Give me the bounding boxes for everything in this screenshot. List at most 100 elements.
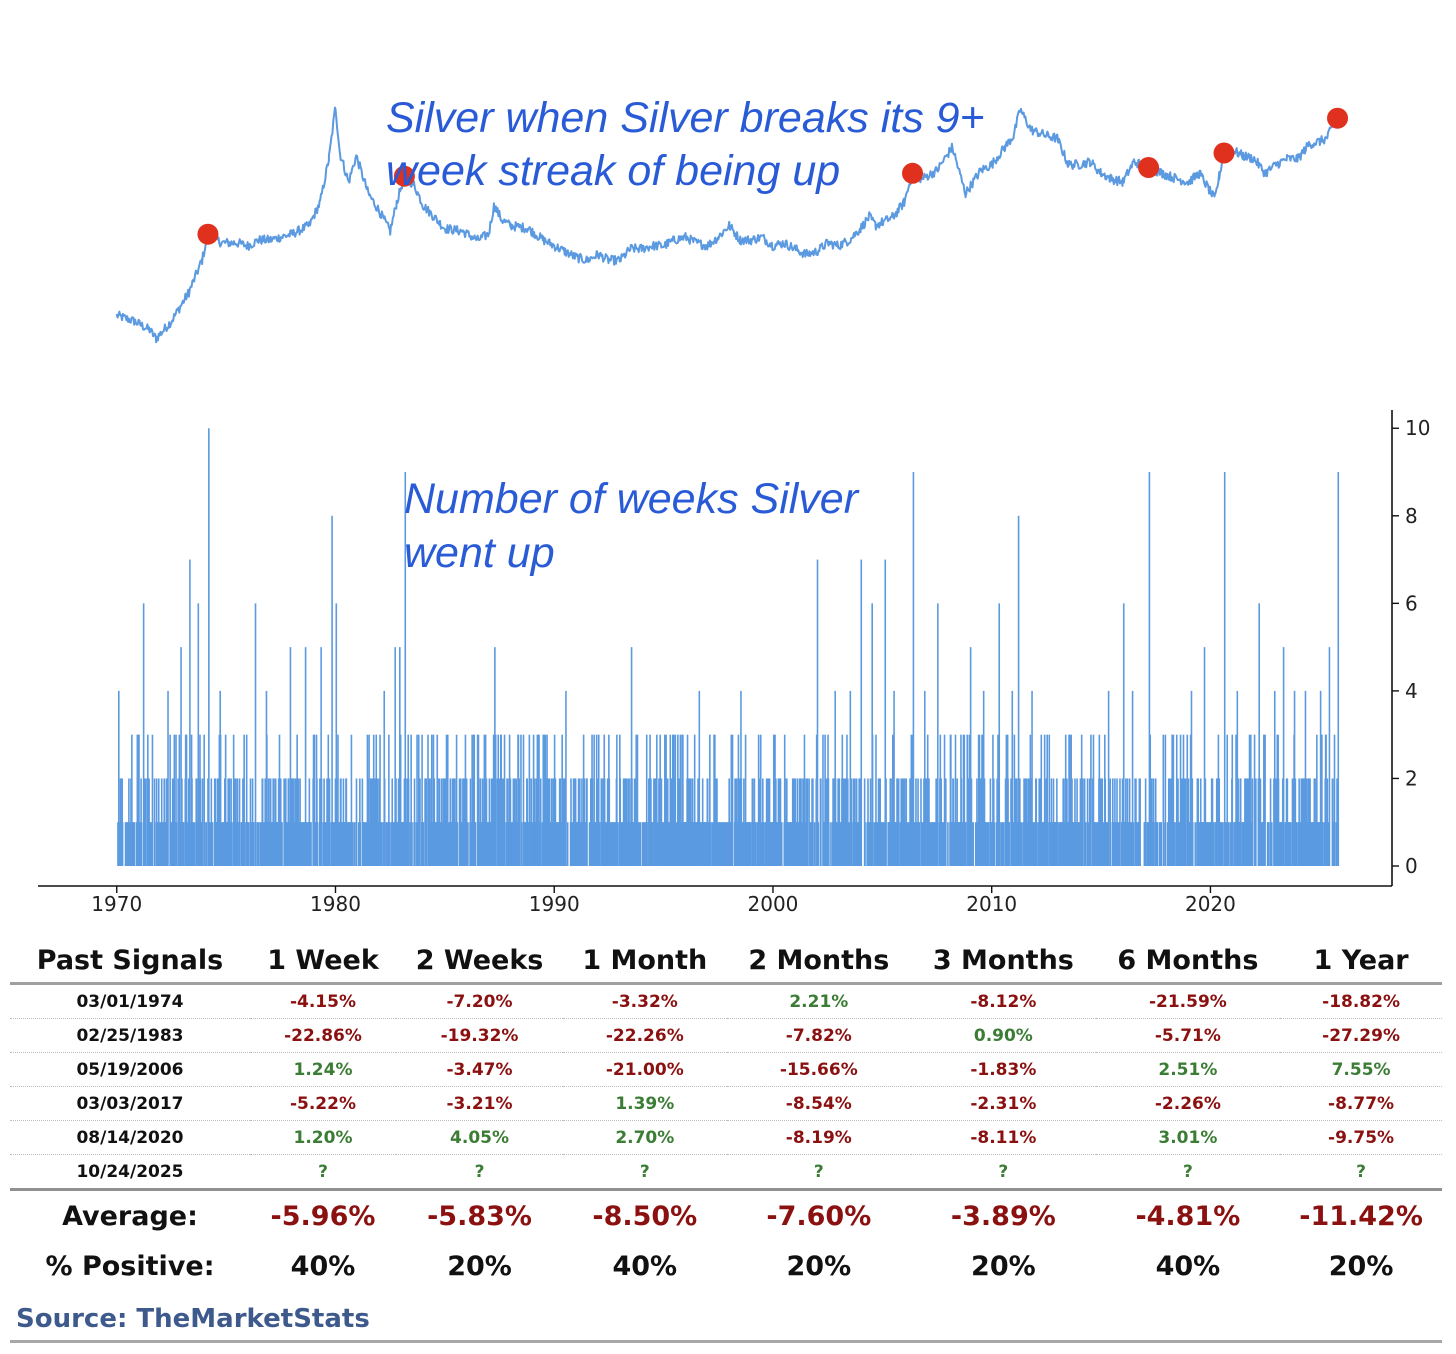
- weeks-up-bar: [713, 734, 715, 866]
- weeks-up-bar: [303, 822, 306, 866]
- weeks-up-bar: [874, 822, 876, 866]
- weeks-up-bar: [151, 734, 154, 866]
- weeks-up-bar: [1311, 822, 1313, 866]
- weeks-up-bar: [849, 690, 852, 866]
- weeks-up-bar: [437, 822, 439, 866]
- weeks-up-bar: [363, 822, 365, 866]
- weeks-up-bar: [326, 778, 328, 866]
- weeks-up-bar: [682, 734, 684, 866]
- weeks-up-bar: [1170, 778, 1172, 866]
- weeks-up-bar: [570, 778, 572, 866]
- return-cell: -22.86%: [250, 1018, 396, 1053]
- weeks-up-bar: [609, 822, 611, 866]
- weeks-up-bar: [598, 822, 600, 866]
- weeks-up-bar: [604, 822, 607, 866]
- weeks-up-bar: [182, 822, 185, 866]
- weeks-up-bar: [159, 822, 161, 866]
- header-2-weeks: 2 Weeks: [396, 938, 564, 985]
- weeks-up-bar: [1072, 822, 1074, 866]
- weeks-up-bar: [299, 778, 301, 866]
- weeks-up-bar: [578, 822, 580, 866]
- weeks-up-bar: [837, 778, 840, 866]
- y-tick-label: 10: [1405, 416, 1430, 440]
- weeks-up-bar: [175, 734, 177, 866]
- weeks-up-bar: [933, 822, 936, 866]
- weeks-up-bar: [458, 778, 461, 866]
- weeks-up-bar: [565, 690, 567, 866]
- header-past-signals: Past Signals: [10, 938, 250, 985]
- weeks-up-bar: [410, 734, 412, 866]
- weeks-up-bar: [429, 822, 432, 866]
- weeks-up-bar: [225, 822, 227, 866]
- weeks-up-bar: [881, 822, 884, 866]
- bottom-divider: [10, 1340, 1442, 1343]
- weeks-up-bar: [172, 822, 174, 866]
- weeks-up-bar: [968, 734, 971, 866]
- x-axis-ticks: 1970 1980 1990 2000 2010 2020: [91, 886, 1236, 916]
- weeks-up-bar: [138, 734, 140, 866]
- weeks-up-bar: [520, 822, 523, 866]
- weeks-up-bar: [995, 822, 998, 866]
- weeks-up-bar: [1229, 822, 1231, 866]
- weeks-up-bar: [854, 822, 857, 866]
- weeks-up-bar: [1025, 778, 1027, 866]
- weeks-up-bar: [379, 734, 381, 866]
- weeks-up-bar: [868, 822, 871, 866]
- weeks-up-bar: [1253, 734, 1256, 866]
- weeks-up-bar: [835, 822, 837, 866]
- weeks-up-bar: [132, 822, 135, 866]
- past-signals-table: Past Signals 1 Week 2 Weeks 1 Month 2 Mo…: [10, 938, 1442, 1291]
- weeks-up-bar: [368, 822, 371, 866]
- y-tick-label: 4: [1405, 679, 1418, 703]
- weeks-up-bar: [1316, 734, 1318, 866]
- weeks-up-bar: [357, 822, 360, 866]
- percent-positive-row: % Positive: 40% 20% 40% 20% 20% 40% 20%: [10, 1241, 1442, 1291]
- weeks-up-bar: [1287, 822, 1290, 866]
- weeks-up-bar: [1206, 822, 1209, 866]
- weeks-up-bar: [226, 822, 229, 866]
- weeks-up-bar: [618, 822, 620, 866]
- weeks-up-bar: [533, 778, 536, 866]
- weeks-up-bar: [630, 647, 633, 866]
- weeks-up-bar: [1273, 778, 1275, 866]
- weeks-up-bar: [875, 734, 877, 866]
- weeks-up-bar: [1332, 822, 1334, 866]
- weeks-up-bar: [416, 734, 418, 866]
- weeks-up-bar: [234, 778, 236, 866]
- weeks-up-bar: [1138, 778, 1141, 866]
- weeks-up-bar: [1302, 778, 1305, 866]
- weeks-up-bar: [926, 734, 929, 866]
- average-row: Average: -5.96% -5.83% -8.50% -7.60% -3.…: [10, 1190, 1442, 1242]
- weeks-up-bar: [1129, 822, 1132, 866]
- weeks-up-bar: [345, 778, 348, 866]
- weeks-up-bar: [394, 647, 396, 866]
- weeks-up-bar: [551, 778, 553, 866]
- average-cell: -5.83%: [427, 1200, 532, 1232]
- chart-area: Silver when Silver breaks its 9+ week st…: [38, 94, 1430, 916]
- weeks-up-bar: [393, 822, 395, 866]
- weeks-up-bar: [1217, 734, 1220, 866]
- weeks-up-bar: [847, 778, 849, 866]
- weeks-up-bar: [956, 778, 958, 866]
- weeks-up-bar: [452, 778, 455, 866]
- weeks-up-bar: [690, 822, 693, 866]
- weeks-up-bar: [737, 734, 740, 866]
- weeks-up-bar: [1175, 734, 1178, 866]
- weeks-up-bar: [184, 734, 187, 866]
- weeks-up-bar: [144, 778, 147, 866]
- weeks-up-bar: [1309, 822, 1312, 866]
- weeks-up-bar: [435, 822, 437, 866]
- weeks-up-bar: [464, 734, 467, 866]
- signal-marker: [902, 162, 924, 184]
- weeks-up-bar: [769, 822, 771, 866]
- weeks-up-bar: [621, 822, 624, 866]
- weeks-up-bar: [188, 778, 190, 866]
- return-cell: 1.39%: [563, 1086, 727, 1121]
- weeks-up-bar: [515, 778, 518, 866]
- weeks-up-bar: [1044, 822, 1047, 866]
- weeks-up-bar: [716, 778, 718, 866]
- weeks-up-bar: [380, 822, 383, 866]
- weeks-up-bar: [371, 778, 374, 866]
- weeks-up-bar: [1031, 690, 1033, 866]
- weeks-up-bar: [169, 822, 172, 866]
